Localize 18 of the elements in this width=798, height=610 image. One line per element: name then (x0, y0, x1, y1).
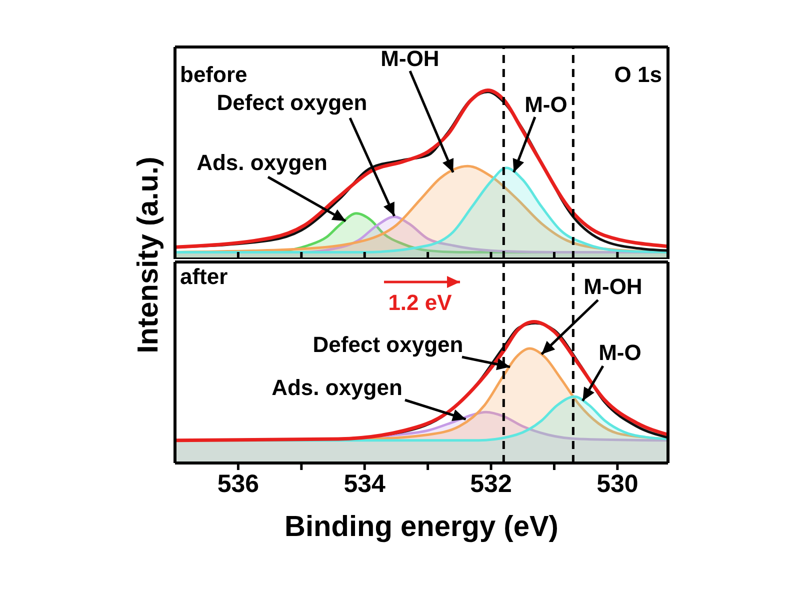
y-axis-title: Intensity (a.u.) (132, 156, 165, 354)
annotation: M-OH (584, 274, 642, 299)
x-tick-label: 530 (596, 470, 638, 498)
annotation: M-O (598, 340, 642, 365)
x-tick-label: 532 (470, 470, 512, 498)
annotation: M-OH (380, 46, 440, 71)
text: O 1s (614, 62, 662, 87)
text: after (180, 264, 228, 289)
annotation: Defect oxygen (216, 90, 368, 115)
text: 1.2 eV (388, 290, 452, 315)
x-tick-label: 534 (344, 470, 386, 498)
text: before (180, 62, 248, 87)
x-tick-label: 536 (217, 470, 260, 498)
x-axis-title: Binding energy (eV) (284, 511, 558, 543)
annotation: Defect oxygen (312, 332, 464, 357)
annotation: Ads. oxygen (196, 150, 328, 175)
annotation: M-O (524, 92, 568, 117)
annotation: Ads. oxygen (272, 375, 402, 400)
